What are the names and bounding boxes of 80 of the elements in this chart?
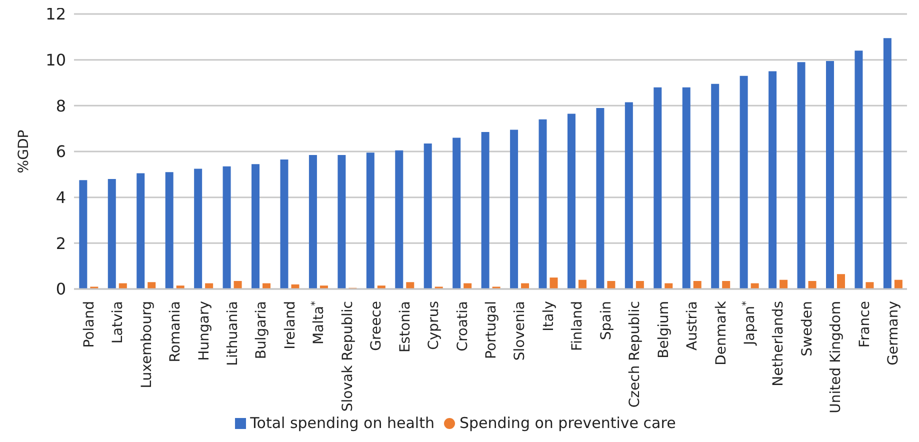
y-tick-label: 4 [56, 188, 66, 208]
x-tick-label: Estonia [397, 301, 414, 353]
bar [866, 282, 874, 289]
bar [711, 84, 720, 289]
y-tick-label: 10 [46, 50, 66, 70]
bar [578, 280, 586, 289]
legend-label: Total spending on health [250, 414, 434, 432]
bar [424, 143, 432, 289]
bar [550, 278, 558, 289]
bar [395, 150, 404, 289]
legend-label: Spending on preventive care [459, 414, 676, 432]
bar [837, 274, 845, 289]
x-tick-label: Romania [168, 301, 184, 362]
y-axis-title: %GDP [16, 130, 32, 174]
y-tick-label: 6 [56, 142, 66, 162]
x-tick-label: Cyprus [426, 301, 442, 350]
x-tick-label: Spain [598, 301, 614, 340]
bar [722, 280, 730, 289]
x-tick-label: Germany [886, 301, 902, 366]
bar [808, 280, 816, 289]
x-tick-label: Slovak Republic [340, 301, 356, 412]
bar [510, 130, 518, 289]
x-tick-label: Latvia [110, 301, 126, 344]
bar [693, 280, 702, 289]
y-tick-label: 12 [46, 4, 66, 24]
x-tick-label: Portugal [484, 301, 500, 359]
bar [624, 102, 633, 289]
bar [79, 180, 88, 289]
bar [654, 87, 662, 289]
x-tick-label: Greece [368, 301, 385, 351]
x-tick-label: Lithuania [224, 301, 241, 366]
x-tick-label: Czech Republic [627, 301, 644, 408]
x-tick-label: France [856, 301, 873, 348]
bar [194, 168, 202, 289]
bar [481, 132, 490, 289]
y-tick-label: 2 [56, 234, 66, 253]
bar [234, 280, 242, 289]
bar [136, 173, 145, 289]
bar [308, 154, 317, 289]
bar [222, 166, 231, 289]
bar [280, 160, 288, 289]
bar [883, 38, 892, 289]
bar [406, 282, 414, 289]
bar [452, 138, 461, 289]
x-tick-label: Denmark [713, 300, 730, 366]
x-tick-label: Sweden [799, 301, 816, 356]
x-tick-label: Poland [81, 301, 98, 348]
bar [607, 280, 616, 289]
y-tick-label: 0 [56, 280, 66, 299]
bar [148, 282, 156, 289]
bar [366, 152, 374, 289]
x-tick-label: Finland [570, 301, 586, 352]
bar [797, 62, 806, 289]
x-tick-label: Hungary [196, 301, 212, 361]
x-tick-label: Croatia [454, 301, 471, 352]
bar [768, 71, 777, 289]
x-tick-label: Belgium [656, 301, 672, 358]
x-tick-label: Slovenia [512, 301, 528, 361]
x-tick-label: United Kingdom [828, 301, 844, 414]
x-tick-label: Luxembourg [138, 301, 155, 388]
bar [567, 114, 576, 289]
x-tick-label: Italy [540, 301, 557, 332]
bar [636, 280, 644, 289]
bar [740, 76, 748, 289]
bar [826, 60, 834, 289]
bar [780, 280, 788, 289]
x-tick-label: Ireland [282, 301, 298, 350]
bar [894, 280, 902, 289]
bar [538, 119, 547, 289]
bar [252, 164, 260, 289]
bar [682, 87, 690, 289]
x-tick-label: Bulgaria [254, 301, 270, 360]
bar [165, 172, 174, 289]
x-tick-label: Netherlands [770, 301, 787, 386]
bar [108, 179, 116, 289]
x-tick-label: Austria [684, 301, 701, 350]
bar [854, 50, 863, 289]
bar [596, 108, 604, 289]
y-tick-label: 8 [56, 96, 66, 116]
bar [338, 154, 346, 289]
